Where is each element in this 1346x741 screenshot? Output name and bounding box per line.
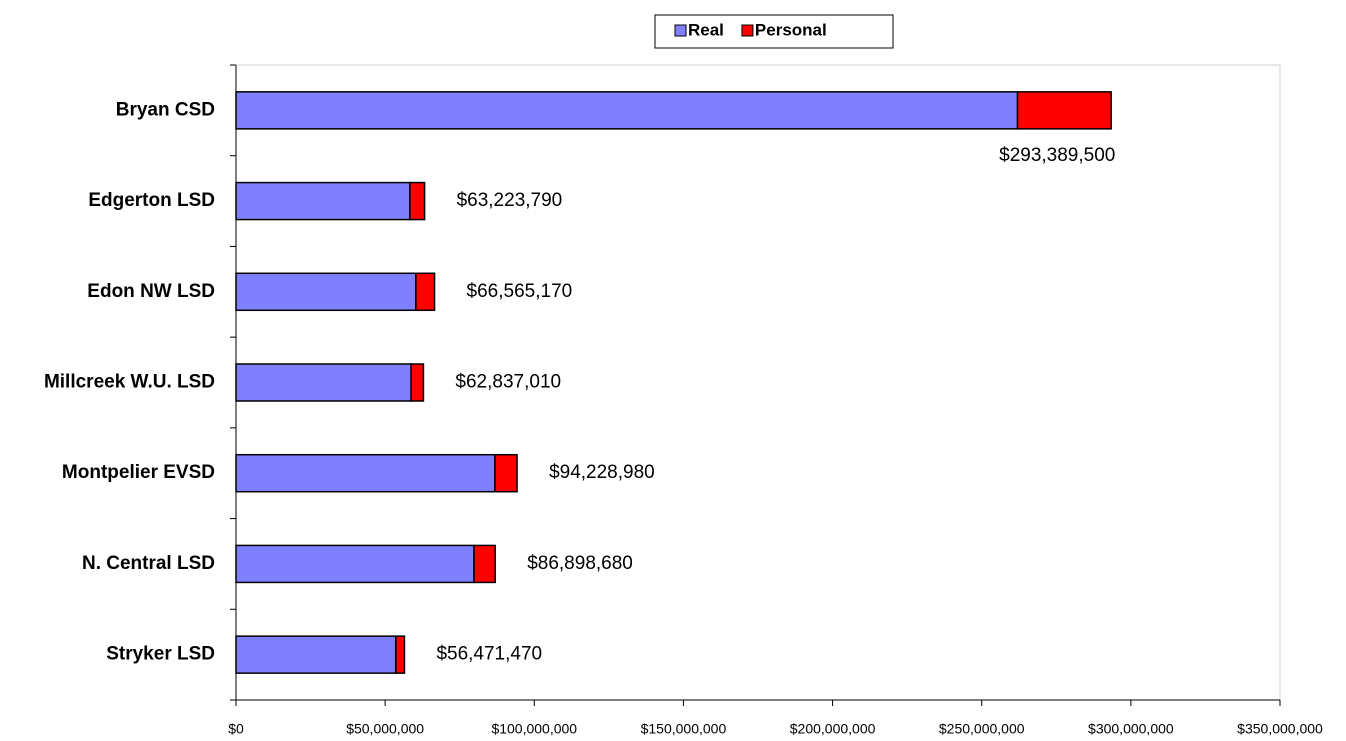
- total-label: $56,471,470: [436, 644, 542, 665]
- x-tick-label: $350,000,000: [1237, 721, 1323, 737]
- x-tick-label: $200,000,000: [790, 721, 876, 737]
- bar-segment: [1016, 91, 1112, 130]
- total-label: $62,837,010: [455, 372, 561, 393]
- x-tick-label: $100,000,000: [491, 721, 577, 737]
- legend-swatch: [741, 24, 754, 37]
- total-label: $66,565,170: [467, 281, 573, 302]
- category-label: N. Central LSD: [82, 553, 215, 574]
- x-tick-label: $150,000,000: [641, 721, 727, 737]
- total-label: $293,389,500: [999, 145, 1115, 166]
- x-tick-label: $50,000,000: [346, 721, 424, 737]
- legend-label: Personal: [755, 20, 827, 39]
- bar-segment: [415, 272, 436, 312]
- bar-segment: [235, 635, 397, 674]
- bar-segment: [235, 544, 475, 584]
- category-label: Edgerton LSD: [88, 190, 215, 211]
- total-label: $86,898,680: [527, 553, 633, 574]
- category-label: Montpelier EVSD: [62, 462, 215, 483]
- total-label: $94,228,980: [549, 462, 655, 483]
- total-label: $63,223,790: [457, 190, 563, 211]
- legend-box: [654, 14, 894, 49]
- bar-segment: [410, 363, 425, 402]
- bar-segment: [235, 91, 1019, 130]
- bar-segment: [235, 272, 417, 312]
- bar-segment: [409, 181, 426, 221]
- bar-segment: [473, 544, 496, 584]
- x-tick-label: $0: [228, 721, 244, 737]
- category-label: Edon NW LSD: [87, 281, 215, 302]
- category-label: Bryan CSD: [116, 99, 215, 120]
- bar-segment: [395, 635, 406, 674]
- bar-segment: [235, 453, 496, 493]
- category-label: Millcreek W.U. LSD: [44, 372, 215, 393]
- bar-segment: [235, 363, 412, 402]
- legend-swatch: [674, 24, 687, 37]
- x-tick-label: $300,000,000: [1088, 721, 1174, 737]
- category-label: Stryker LSD: [106, 644, 215, 665]
- bar-segment: [494, 453, 518, 493]
- bar-segment: [235, 181, 411, 221]
- x-tick-label: $250,000,000: [939, 721, 1025, 737]
- legend-label: Real: [688, 20, 724, 39]
